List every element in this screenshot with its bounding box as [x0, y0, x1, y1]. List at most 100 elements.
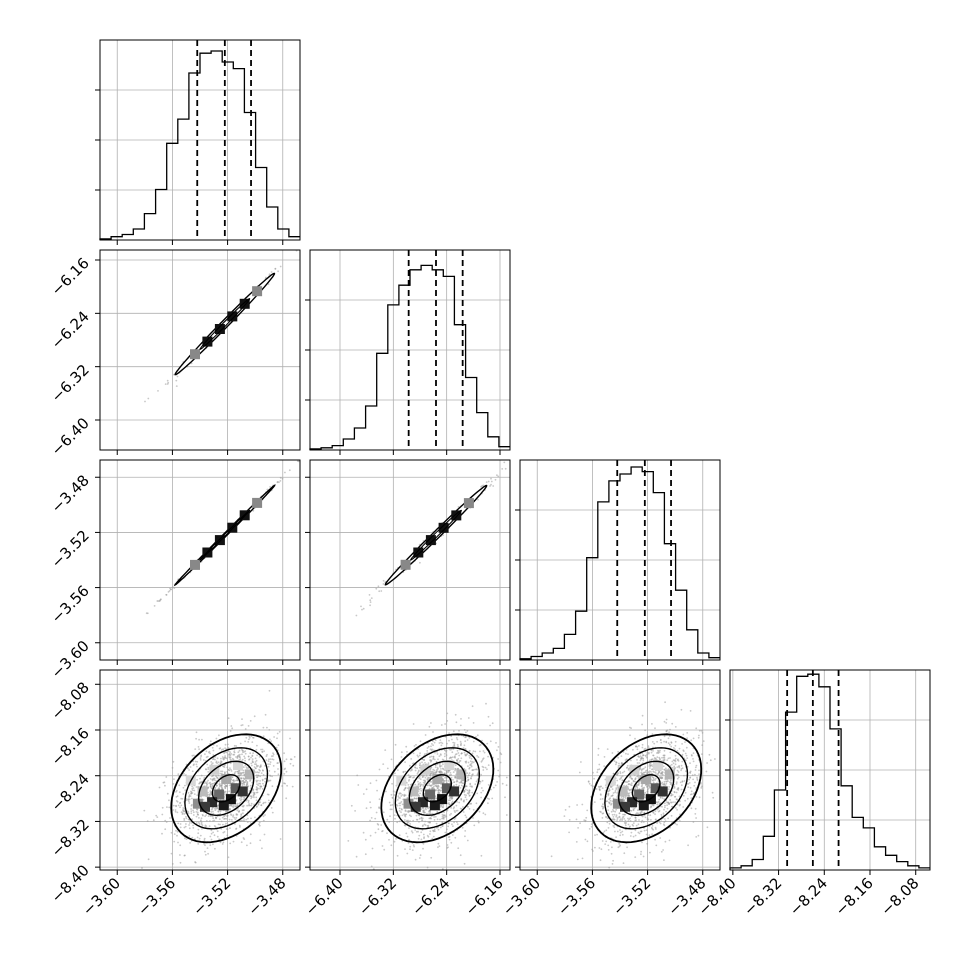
sample-point — [375, 779, 378, 782]
sample-point — [197, 843, 200, 845]
sample-point — [243, 782, 245, 785]
sample-point — [240, 816, 242, 818]
sample-point — [226, 834, 229, 837]
sample-point — [663, 808, 665, 811]
sample-point — [193, 763, 195, 766]
sample-point — [654, 810, 657, 813]
sample-point — [452, 825, 454, 827]
sample-point — [607, 809, 610, 812]
sample-point — [467, 779, 470, 782]
sample-point — [614, 763, 617, 766]
sample-point — [476, 773, 479, 776]
sample-point — [646, 817, 649, 819]
sample-point — [409, 770, 412, 772]
sample-point — [439, 766, 441, 768]
sample-point — [220, 749, 223, 751]
sample-point — [257, 765, 259, 767]
sample-point — [283, 773, 286, 775]
sample-point — [622, 751, 625, 753]
sample-point — [246, 844, 248, 847]
sample-point — [233, 753, 236, 756]
sample-point — [453, 810, 456, 812]
sample-point — [505, 784, 508, 787]
sample-point — [423, 783, 426, 785]
sample-point — [438, 762, 441, 765]
sample-point — [273, 800, 276, 802]
sample-point — [422, 811, 425, 814]
sample-point — [261, 748, 264, 751]
sample-point — [369, 604, 371, 607]
sample-point — [422, 809, 425, 812]
sample-point — [272, 765, 275, 767]
sample-point — [433, 816, 435, 818]
sample-point — [586, 840, 589, 843]
sample-point — [227, 743, 229, 746]
sample-point — [188, 835, 191, 837]
sample-point — [670, 801, 672, 804]
sample-point — [408, 778, 411, 781]
sample-point — [468, 749, 471, 752]
sample-point — [441, 742, 444, 745]
sample-point — [620, 763, 623, 765]
sample-point — [594, 846, 596, 849]
sample-point — [651, 733, 654, 736]
sample-point — [401, 803, 404, 806]
sample-point — [453, 781, 455, 784]
sample-point — [434, 739, 437, 742]
sample-point — [467, 717, 470, 719]
sample-point — [270, 740, 272, 742]
sample-point — [608, 822, 611, 825]
sample-point — [608, 866, 611, 869]
sample-point — [259, 780, 261, 782]
sample-point — [225, 822, 227, 825]
sample-point — [145, 612, 148, 615]
sample-point — [470, 802, 472, 805]
sample-point — [412, 752, 415, 755]
sample-point — [211, 779, 214, 782]
sample-point — [283, 760, 286, 763]
sample-point — [203, 842, 205, 845]
sample-point — [456, 759, 459, 762]
sample-point — [209, 790, 212, 792]
sample-point — [204, 753, 206, 755]
sample-point — [433, 819, 436, 821]
sample-point — [683, 780, 686, 782]
sample-point — [427, 807, 429, 810]
sample-point — [210, 761, 213, 763]
sample-point — [224, 790, 227, 793]
sample-point — [598, 768, 601, 771]
sample-point — [233, 748, 236, 751]
sample-point — [144, 400, 146, 403]
sample-point — [590, 823, 593, 826]
sample-point — [146, 820, 149, 822]
sample-point — [453, 742, 456, 744]
sample-point — [692, 821, 695, 823]
sample-point — [686, 732, 689, 734]
sample-point — [644, 729, 646, 732]
sample-point — [350, 804, 353, 807]
y-tick-label: −6.40 — [48, 414, 93, 459]
sample-point — [668, 839, 671, 842]
sample-point — [155, 814, 158, 817]
sample-point — [183, 813, 186, 815]
sample-point — [438, 792, 441, 795]
sample-point — [422, 847, 424, 850]
sample-point — [204, 824, 207, 827]
sample-point — [422, 784, 424, 786]
sample-point — [698, 729, 701, 732]
sample-point — [464, 740, 467, 743]
sample-point — [243, 751, 245, 753]
sample-point — [600, 811, 602, 813]
sample-point — [499, 752, 502, 754]
sample-point — [197, 746, 200, 748]
sample-point — [203, 839, 206, 841]
sample-point — [616, 818, 619, 820]
sample-point — [236, 770, 239, 773]
sample-point — [418, 817, 421, 820]
sample-point — [188, 769, 191, 771]
sample-point — [233, 780, 235, 783]
sample-point — [176, 800, 179, 803]
sample-point — [255, 788, 258, 791]
sample-point — [199, 777, 201, 780]
sample-point — [277, 762, 279, 764]
